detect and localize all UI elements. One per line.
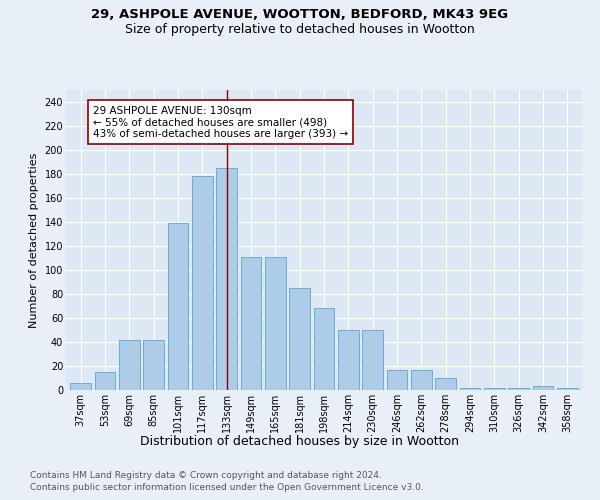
Bar xyxy=(95,372,115,390)
Bar xyxy=(241,257,262,390)
Bar xyxy=(484,388,505,390)
Bar xyxy=(192,176,212,390)
Bar xyxy=(289,288,310,390)
Bar xyxy=(167,223,188,390)
Y-axis label: Number of detached properties: Number of detached properties xyxy=(29,152,39,328)
Bar xyxy=(338,330,359,390)
Bar xyxy=(533,386,553,390)
Text: Size of property relative to detached houses in Wootton: Size of property relative to detached ho… xyxy=(125,22,475,36)
Bar xyxy=(436,378,456,390)
Bar xyxy=(216,168,237,390)
Bar xyxy=(362,330,383,390)
Bar xyxy=(143,340,164,390)
Bar xyxy=(265,257,286,390)
Bar xyxy=(508,388,529,390)
Bar xyxy=(460,388,481,390)
Bar xyxy=(70,383,91,390)
Text: Contains HM Land Registry data © Crown copyright and database right 2024.: Contains HM Land Registry data © Crown c… xyxy=(30,471,382,480)
Bar xyxy=(119,340,140,390)
Text: Contains public sector information licensed under the Open Government Licence v3: Contains public sector information licen… xyxy=(30,484,424,492)
Bar xyxy=(314,308,334,390)
Text: 29 ASHPOLE AVENUE: 130sqm
← 55% of detached houses are smaller (498)
43% of semi: 29 ASHPOLE AVENUE: 130sqm ← 55% of detac… xyxy=(93,106,348,139)
Bar xyxy=(411,370,432,390)
Text: Distribution of detached houses by size in Wootton: Distribution of detached houses by size … xyxy=(140,435,460,448)
Bar xyxy=(557,388,578,390)
Text: 29, ASHPOLE AVENUE, WOOTTON, BEDFORD, MK43 9EG: 29, ASHPOLE AVENUE, WOOTTON, BEDFORD, MK… xyxy=(91,8,509,20)
Bar xyxy=(386,370,407,390)
